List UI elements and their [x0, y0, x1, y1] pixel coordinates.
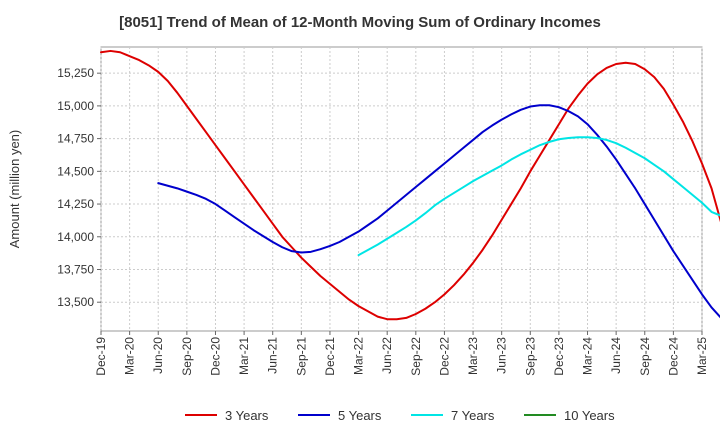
y-tick-label: 15,000: [57, 99, 94, 113]
x-tick-label: Dec-24: [666, 337, 680, 376]
x-tick-label: Mar-25: [695, 337, 709, 375]
x-tick-label: Dec-22: [437, 337, 451, 376]
x-tick-label: Jun-21: [266, 337, 280, 374]
x-tick-label: Mar-22: [352, 337, 366, 375]
x-tick-label: Sep-22: [409, 337, 423, 376]
legend-label: 7 Years: [451, 408, 495, 423]
y-tick-label: 14,500: [57, 164, 94, 178]
plot-area: [100, 46, 703, 332]
x-tick-label: Jun-20: [151, 337, 165, 374]
x-tick-label: Dec-23: [552, 337, 566, 376]
x-tick-label: Mar-21: [237, 337, 251, 375]
y-tick-label: 13,500: [57, 295, 94, 309]
y-axis-label: Amount (million yen): [7, 130, 22, 249]
x-tick-label: Jun-23: [495, 337, 509, 374]
series-7-years-line: [357, 136, 720, 257]
y-tick-label: 13,750: [57, 262, 94, 276]
x-tick-label: Sep-20: [180, 337, 194, 376]
x-tick-label: Sep-23: [523, 337, 537, 376]
y-tick-label: 14,000: [57, 230, 94, 244]
x-tick-label: Sep-21: [294, 337, 308, 376]
x-tick-label: Dec-20: [208, 337, 222, 376]
x-tick-label: Mar-23: [466, 337, 480, 375]
x-tick-label: Mar-24: [581, 337, 595, 375]
legend-label: 10 Years: [564, 408, 615, 423]
x-tick-label: Dec-21: [323, 337, 337, 376]
y-tick-label: 15,250: [57, 66, 94, 80]
x-tick-label: Jun-22: [380, 337, 394, 374]
chart-title: [8051] Trend of Mean of 12-Month Moving …: [119, 14, 601, 31]
legend-label: 5 Years: [338, 408, 382, 423]
y-tick-label: 14,750: [57, 132, 94, 146]
x-tick-label: Dec-19: [94, 337, 108, 376]
series-5-years-line: [157, 104, 720, 319]
legend-label: 3 Years: [225, 408, 269, 423]
x-tick-label: Mar-20: [123, 337, 137, 375]
series-3-years-line: [100, 49, 720, 321]
x-tick-label: Jun-24: [609, 337, 623, 374]
y-tick-label: 14,250: [57, 197, 94, 211]
x-tick-label: Sep-24: [638, 337, 652, 376]
